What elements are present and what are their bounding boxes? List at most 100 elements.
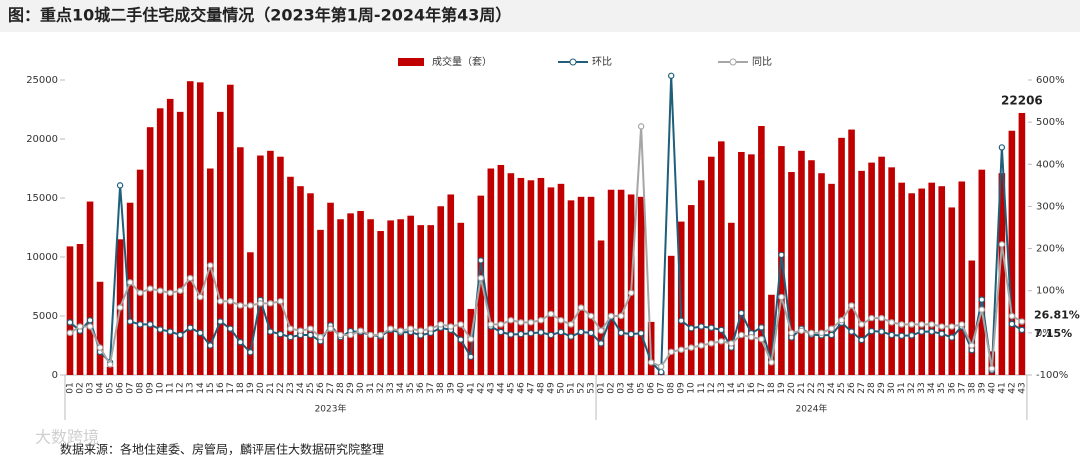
x-tick-label: 28	[336, 382, 346, 394]
point	[798, 327, 805, 334]
bar	[587, 196, 595, 375]
point	[337, 331, 344, 339]
y-tick-label: 5000	[33, 311, 58, 322]
point	[688, 344, 695, 351]
point	[287, 333, 294, 341]
x-tick-label: 01	[66, 382, 76, 393]
point	[237, 302, 244, 309]
bar	[878, 156, 885, 375]
bar	[748, 154, 755, 375]
point	[678, 346, 685, 353]
x-tick-label: 14	[196, 382, 206, 394]
point	[908, 321, 915, 328]
legend-swatch	[569, 58, 577, 66]
x-tick-label: 32	[376, 382, 386, 393]
bar	[577, 196, 585, 375]
x-tick-label: 49	[546, 382, 556, 394]
x-tick-label: 31	[897, 382, 907, 393]
point	[477, 257, 485, 264]
x-tick-label: 03	[86, 382, 96, 393]
x-tick-label: 04	[627, 382, 637, 394]
point	[567, 333, 575, 340]
point	[868, 314, 875, 322]
point	[1008, 320, 1016, 328]
bar	[227, 84, 234, 375]
point	[457, 336, 464, 343]
point	[497, 328, 505, 336]
bar	[146, 127, 154, 375]
point	[998, 241, 1006, 248]
point	[1018, 318, 1026, 325]
point	[297, 327, 304, 334]
point	[1018, 326, 1026, 334]
point	[748, 333, 755, 341]
bar	[347, 213, 354, 375]
bar	[297, 186, 304, 375]
x-tick-label: 11	[166, 382, 176, 393]
bar	[557, 183, 565, 375]
x-tick-label: 05	[637, 382, 647, 393]
x-tick-label: 42	[1007, 382, 1017, 393]
point	[527, 319, 535, 326]
point	[567, 321, 575, 328]
point	[718, 326, 725, 334]
bar	[427, 225, 435, 375]
bar	[858, 170, 865, 375]
point	[607, 312, 615, 320]
x-tick-label: 50	[556, 382, 566, 394]
point	[878, 314, 885, 322]
x-tick-label: 47	[526, 382, 536, 393]
x-tick-label: 31	[366, 382, 376, 393]
point	[307, 325, 314, 332]
point	[86, 317, 94, 324]
point	[788, 329, 795, 337]
bar	[357, 210, 364, 375]
y2-tick-label: 100%	[1036, 286, 1065, 297]
point	[948, 334, 955, 341]
bar	[307, 193, 314, 375]
x-tick-label: 13	[717, 382, 727, 393]
y-tick-label: 15000	[26, 193, 58, 204]
x-tick-label: 15	[206, 382, 216, 393]
point	[848, 302, 855, 309]
point	[507, 331, 515, 338]
point	[627, 330, 635, 338]
bar	[447, 194, 455, 375]
point	[728, 340, 735, 347]
y2-tick-label: 500%	[1036, 117, 1065, 128]
point	[848, 328, 855, 335]
point	[688, 325, 695, 332]
x-tick-label: 24	[296, 382, 306, 394]
x-tick-label: 37	[957, 382, 967, 393]
point	[617, 329, 625, 337]
y-tick-label: 0	[52, 370, 58, 381]
x-tick-label: 21	[797, 382, 807, 393]
x-tick-label: 53	[587, 382, 597, 393]
bar	[998, 173, 1006, 375]
x-tick-label: 29	[346, 382, 356, 394]
x-tick-label: 44	[496, 382, 506, 394]
point	[277, 330, 284, 338]
point	[858, 336, 865, 344]
bar	[938, 186, 946, 375]
bar	[86, 201, 94, 375]
bar-label: 22206	[1001, 93, 1043, 107]
bar	[948, 207, 956, 375]
bar	[166, 98, 174, 375]
point	[166, 328, 174, 335]
point	[818, 329, 825, 337]
point	[858, 321, 865, 328]
title-bar	[0, 0, 1080, 32]
group-label: 2024年	[796, 403, 828, 415]
x-tick-label: 34	[396, 382, 406, 394]
x-tick-label: 45	[506, 382, 516, 393]
x-tick-label: 30	[887, 382, 897, 394]
point	[177, 287, 184, 294]
point	[86, 323, 94, 330]
point	[718, 338, 725, 345]
point	[247, 349, 254, 356]
bar	[517, 177, 525, 375]
x-tick-label: 13	[186, 382, 196, 393]
bar	[527, 180, 535, 375]
